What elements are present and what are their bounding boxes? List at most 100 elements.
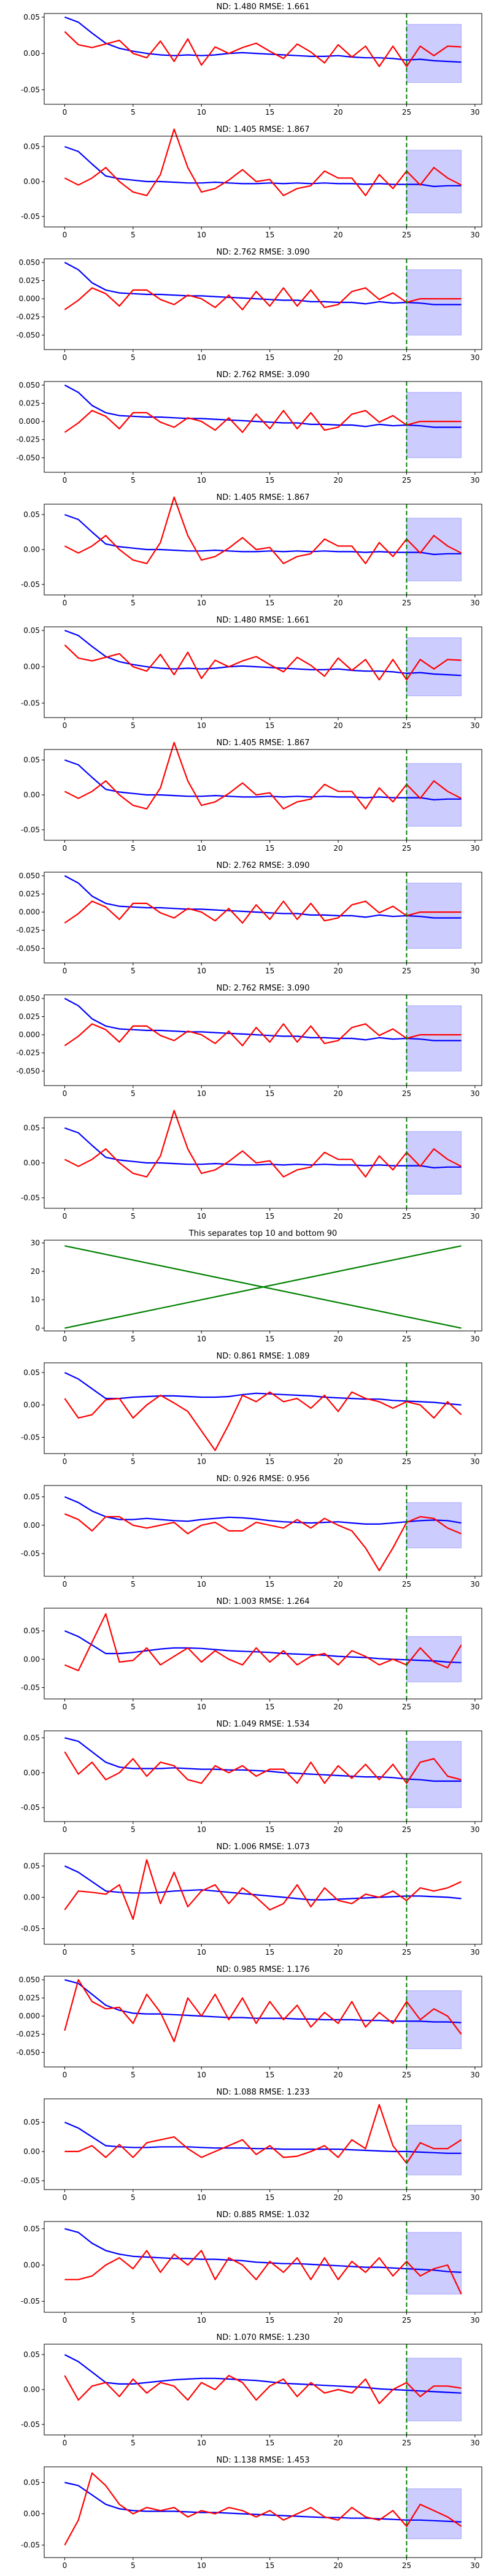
forecast-interval-band (406, 763, 462, 827)
x-tick-label: 25 (402, 1580, 411, 1589)
actual-line (64, 496, 462, 564)
y-tick-label: 0.00 (23, 545, 40, 554)
y-tick-label: -0.05 (21, 2541, 40, 2550)
chart-panel-20: ND: 1.070 RMSE: 1.230 0 5 10 15 20 25 30 -0.05 0.… (21, 2333, 482, 2447)
y-tick-label: 0.00 (23, 49, 40, 58)
x-tick-label: 20 (333, 721, 342, 730)
y-tick-label: -0.05 (21, 2297, 40, 2306)
chart-panel-1: ND: 1.480 RMSE: 1.661 0 5 10 15 20 25 30 -0.05 0.… (21, 2, 482, 117)
y-tick-label: -0.05 (21, 2177, 40, 2185)
predicted-line (64, 1371, 462, 1406)
x-tick-label: 15 (265, 1089, 274, 1098)
y-tick-label: 0.00 (23, 2261, 40, 2269)
chart-title: ND: 2.762 RMSE: 3.090 (216, 861, 309, 870)
forecast-interval-band (406, 2232, 462, 2294)
x-tick-label: 20 (333, 599, 342, 607)
predicted-line (64, 1979, 462, 2023)
x-tick-label: 5 (131, 844, 136, 853)
predicted-line (64, 1737, 462, 1782)
x-tick-label: 5 (131, 1457, 136, 1466)
chart-title: ND: 1.088 RMSE: 1.233 (216, 2088, 309, 2097)
chart-title: ND: 2.762 RMSE: 3.090 (216, 370, 309, 380)
x-tick-label: 10 (197, 2193, 206, 2202)
predicted-line (64, 2482, 462, 2523)
y-tick-label: 0.05 (23, 1733, 40, 1742)
chart-panel-7: ND: 1.405 RMSE: 1.867 0 5 10 15 20 25 30 -0.05 0.… (21, 738, 482, 853)
y-tick-label: -0.050 (16, 944, 40, 953)
x-tick-label: 10 (197, 967, 206, 975)
chart-panel-5: ND: 1.405 RMSE: 1.867 0 5 10 15 20 25 30 -0.05 0.… (21, 493, 482, 607)
actual-line (64, 644, 462, 681)
y-tick-label: 0.05 (23, 510, 40, 519)
x-tick-label: 0 (63, 1580, 68, 1589)
x-tick-label: 25 (402, 2071, 411, 2079)
x-tick-label: 15 (265, 2561, 274, 2570)
x-tick-label: 0 (63, 1948, 68, 1957)
y-tick-label: -0.05 (21, 1803, 40, 1812)
x-tick-label: 25 (402, 1703, 411, 1711)
y-tick-label: 0.025 (19, 890, 40, 899)
x-tick-label: 25 (402, 967, 411, 975)
actual-line (64, 287, 462, 310)
x-tick-label: 15 (265, 2316, 274, 2325)
x-tick-label: 0 (63, 2439, 68, 2447)
y-tick-label: 0.05 (23, 2118, 40, 2126)
y-tick-label: 0.00 (23, 791, 40, 799)
y-tick-label: 0.05 (23, 2225, 40, 2233)
x-tick-label: 10 (197, 1335, 206, 1343)
y-tick-label: -0.05 (21, 1433, 40, 1442)
plot-frame (44, 381, 482, 473)
actual-line (64, 1751, 462, 1784)
plot-frame (44, 1853, 482, 1945)
x-tick-label: 5 (131, 721, 136, 730)
chart-panel-15: ND: 1.049 RMSE: 1.534 0 5 10 15 20 25 30 -0.05 0.… (21, 1720, 482, 1834)
plot-frame (44, 2098, 482, 2190)
y-tick-label: 0.050 (19, 994, 40, 1003)
x-tick-label: 15 (265, 844, 274, 853)
x-tick-label: 10 (197, 476, 206, 485)
x-tick-label: 30 (470, 353, 479, 362)
x-tick-label: 5 (131, 2193, 136, 2202)
plot-frame (44, 994, 482, 1086)
y-tick-label: -0.05 (21, 699, 40, 707)
plot-frame (44, 1240, 482, 1332)
x-tick-label: 25 (402, 721, 411, 730)
x-tick-label: 30 (470, 2071, 479, 2079)
x-tick-label: 10 (197, 2561, 206, 2570)
x-tick-label: 0 (63, 2193, 68, 2202)
plot-frame (44, 1362, 482, 1454)
x-tick-label: 15 (265, 1948, 274, 1957)
forecast-interval-band (406, 1990, 462, 2049)
x-tick-label: 15 (265, 599, 274, 607)
plot-frame (44, 2221, 482, 2313)
forecast-interval-band (406, 1131, 462, 1195)
x-tick-label: 10 (197, 1948, 206, 1957)
x-tick-label: 15 (265, 1335, 274, 1343)
chart-title: ND: 1.049 RMSE: 1.534 (216, 1720, 309, 1729)
y-tick-label: -0.05 (21, 2420, 40, 2429)
x-tick-label: 30 (470, 967, 479, 975)
y-tick-label: 0.050 (19, 1976, 40, 1984)
chart-panel-11: This separates top 10 and bottom 90 0 5 10 1… (31, 1229, 482, 1343)
x-tick-label: 15 (265, 721, 274, 730)
x-tick-label: 20 (333, 2316, 342, 2325)
plot-frame (44, 258, 482, 350)
x-tick-label: 20 (333, 1825, 342, 1834)
y-tick-label: 0.05 (23, 1627, 40, 1635)
x-tick-label: 30 (470, 231, 479, 239)
actual-line (64, 1391, 462, 1451)
x-tick-label: 5 (131, 1089, 136, 1098)
plot-frame (44, 1976, 482, 2068)
predicted-line (64, 16, 462, 63)
x-tick-label: 20 (333, 2439, 342, 2447)
x-tick-label: 25 (402, 1089, 411, 1098)
x-tick-label: 25 (402, 2561, 411, 2570)
x-tick-label: 30 (470, 108, 479, 117)
x-tick-label: 0 (63, 1703, 68, 1711)
actual-line (64, 1110, 462, 1178)
actual-line (64, 2375, 462, 2404)
chart-panel-6: ND: 1.480 RMSE: 1.661 0 5 10 15 20 25 30 -0.05 0.… (21, 616, 482, 730)
x-tick-label: 15 (265, 1212, 274, 1221)
chart-title: ND: 1.405 RMSE: 1.867 (216, 493, 309, 502)
x-tick-label: 20 (333, 967, 342, 975)
